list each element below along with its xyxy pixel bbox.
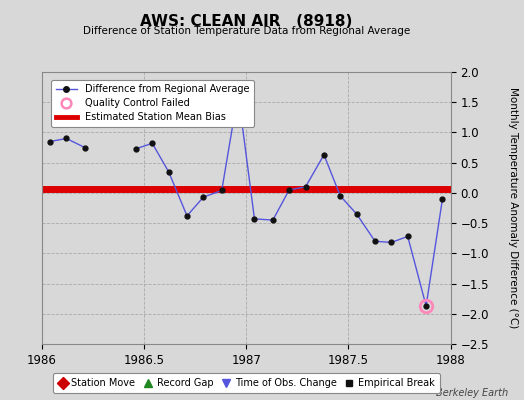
Text: AWS: CLEAN AIR   (8918): AWS: CLEAN AIR (8918) [140,14,353,29]
Y-axis label: Monthly Temperature Anomaly Difference (°C): Monthly Temperature Anomaly Difference (… [508,87,518,329]
Text: Berkeley Earth: Berkeley Earth [436,388,508,398]
Text: Difference of Station Temperature Data from Regional Average: Difference of Station Temperature Data f… [83,26,410,36]
Legend: Difference from Regional Average, Quality Control Failed, Estimated Station Mean: Difference from Regional Average, Qualit… [51,80,254,127]
Legend: Station Move, Record Gap, Time of Obs. Change, Empirical Break: Station Move, Record Gap, Time of Obs. C… [53,374,440,393]
